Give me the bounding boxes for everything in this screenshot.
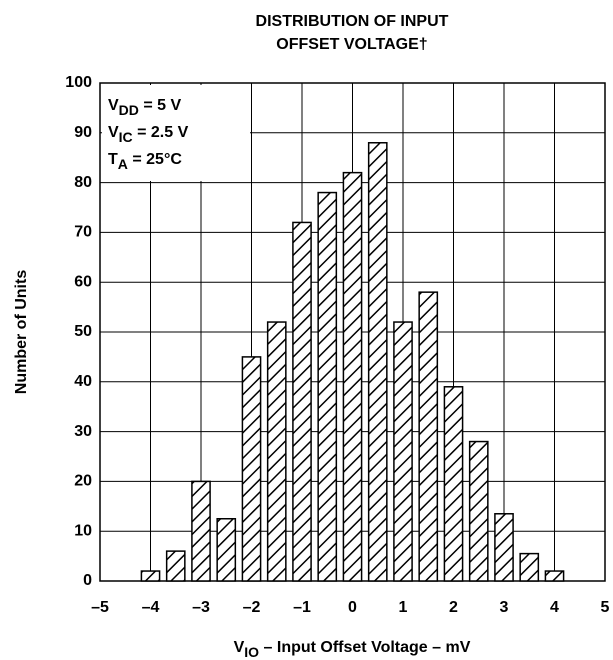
chart-title: OFFSET VOLTAGE† — [276, 36, 427, 53]
y-tick-label: 50 — [74, 323, 92, 340]
bar — [266, 321, 287, 582]
bar — [191, 480, 211, 582]
chart-title: DISTRIBUTION OF INPUT — [256, 13, 449, 30]
annotation-main: T — [108, 151, 118, 168]
y-tick-label: 20 — [74, 473, 92, 490]
x-tick-label: –4 — [142, 599, 160, 616]
y-tick-label: 100 — [65, 74, 92, 91]
y-tick-label: 90 — [74, 124, 92, 141]
annotation-rest: = 5 V — [139, 97, 182, 114]
annotation-rest: = 2.5 V — [133, 124, 189, 141]
bar — [443, 386, 464, 582]
bar — [317, 191, 338, 582]
x-tick-label: 4 — [550, 599, 559, 616]
bar — [367, 142, 388, 582]
bar — [519, 552, 540, 582]
bar — [544, 570, 565, 582]
annotation: TA = 25°C — [108, 151, 182, 171]
x-tick-label: 2 — [449, 599, 458, 616]
annotation: VDD = 5 V — [108, 97, 181, 117]
x-axis-label: VIO – Input Offset Voltage – mV — [234, 639, 471, 659]
annotation-box — [102, 85, 250, 181]
annotation-main: V — [108, 97, 119, 114]
annotation: VIC = 2.5 V — [108, 124, 189, 144]
y-tick-label: 0 — [83, 572, 92, 589]
y-tick-label: 40 — [74, 373, 92, 390]
bar — [418, 291, 439, 582]
x-tick-label: 5 — [601, 599, 610, 616]
x-tick-label: 1 — [399, 599, 408, 616]
bar — [468, 440, 489, 582]
annotation-main: V — [108, 124, 119, 141]
y-tick-label: 60 — [74, 273, 92, 290]
bar — [342, 171, 363, 582]
x-tick-label: 3 — [500, 599, 509, 616]
annotation-sub: A — [118, 156, 128, 172]
x-tick-label: 0 — [348, 599, 357, 616]
bar — [494, 513, 514, 582]
x-tick-label: –1 — [293, 599, 311, 616]
annotation-rest: = 25°C — [128, 151, 182, 168]
x-tick-label: –2 — [243, 599, 261, 616]
x-tick-label: –3 — [192, 599, 210, 616]
x-axis-label-main: V — [234, 639, 245, 656]
y-axis-label: Number of Units — [13, 270, 30, 395]
x-tick-label: –5 — [91, 599, 109, 616]
annotation-sub: IC — [119, 129, 133, 145]
bar — [393, 321, 413, 582]
bar — [241, 356, 262, 582]
annotation-sub: DD — [119, 102, 139, 118]
y-tick-label: 30 — [74, 423, 92, 440]
bar — [216, 518, 237, 582]
bar — [165, 550, 186, 582]
bar — [292, 221, 312, 582]
x-axis-label-rest: – Input Offset Voltage – mV — [259, 639, 471, 656]
x-axis-label-sub: IO — [244, 644, 259, 660]
y-tick-label: 70 — [74, 224, 92, 241]
y-tick-label: 80 — [74, 174, 92, 191]
bar — [140, 570, 161, 582]
y-tick-label: 10 — [74, 522, 92, 539]
